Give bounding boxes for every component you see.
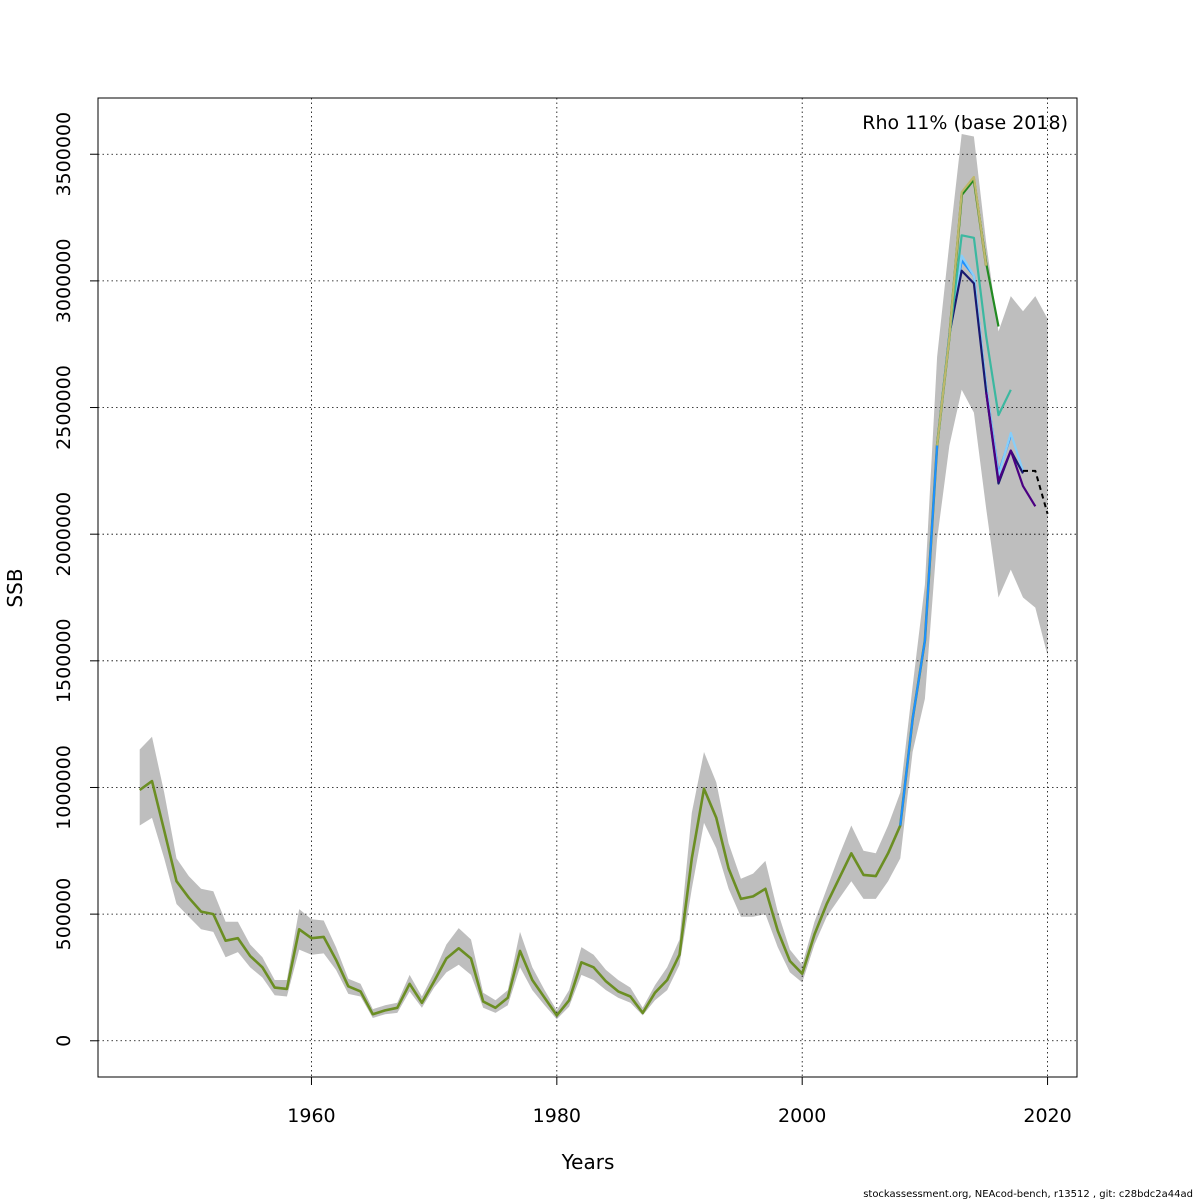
x-tick-label-1960: 1960 — [287, 1105, 335, 1127]
series-line-peel-2020 — [985, 392, 1037, 507]
grid-layer — [98, 98, 1077, 1077]
confidence-band-layer — [139, 134, 1048, 1020]
y-tick-label-1000000: 1000000 — [53, 745, 75, 830]
y-tick-label-3000000: 3000000 — [53, 239, 75, 324]
y-axis-title: SSB — [3, 568, 27, 607]
y-tick-label-3500000: 3500000 — [53, 112, 75, 197]
x-tick-label-1980: 1980 — [533, 1105, 581, 1127]
series-layer — [138, 175, 1049, 1017]
rho-annotation: Rho 11% (base 2018) — [862, 112, 1068, 134]
footer-credit: stockassessment.org, NEAcod-bench, r1351… — [863, 1189, 1193, 1200]
x-tick-label-2000: 2000 — [778, 1105, 826, 1127]
confidence-band — [139, 134, 1048, 1020]
y-tick-label-2500000: 2500000 — [53, 365, 75, 450]
y-tick-label-500000: 500000 — [53, 878, 75, 951]
y-tick-label-0: 0 — [53, 1035, 75, 1047]
axis-layer: 1960 1980 2000 2020 0 500000 1000000 1500000 200… — [53, 112, 1072, 1127]
y-tick-label-1500000: 1500000 — [53, 618, 75, 703]
series-line-base — [138, 178, 988, 1017]
x-axis-title: Years — [561, 1150, 615, 1174]
series-line-peel-2014 — [936, 175, 988, 446]
series-line-forecast — [1023, 469, 1049, 515]
x-tick-label-2020: 2020 — [1023, 1105, 1071, 1127]
y-tick-label-2000000: 2000000 — [53, 492, 75, 577]
